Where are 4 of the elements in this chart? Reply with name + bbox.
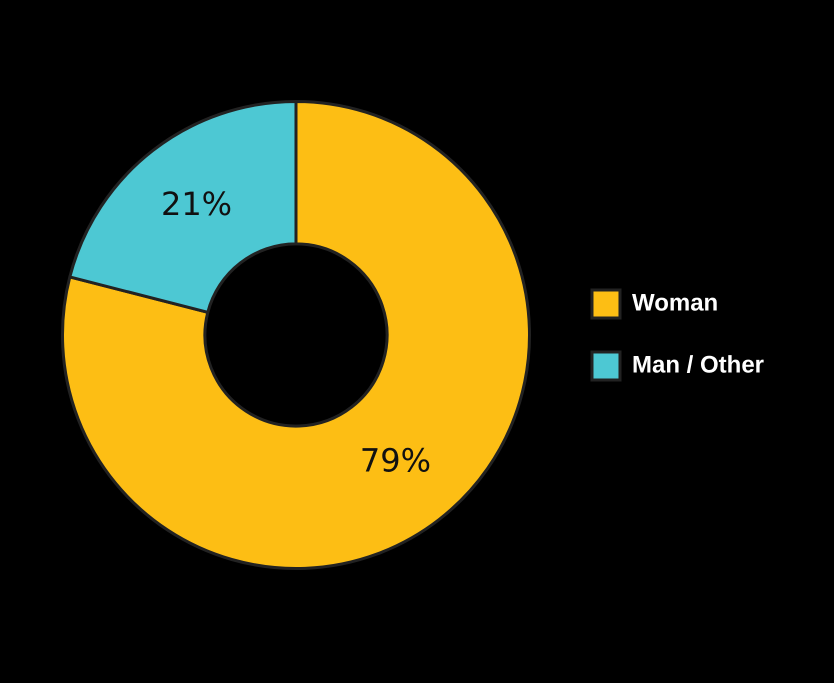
data-label: 79%	[360, 442, 432, 480]
data-label: 21%	[160, 185, 232, 224]
legend-label: Woman	[632, 290, 718, 317]
legend-label: Man / Other	[632, 352, 764, 379]
